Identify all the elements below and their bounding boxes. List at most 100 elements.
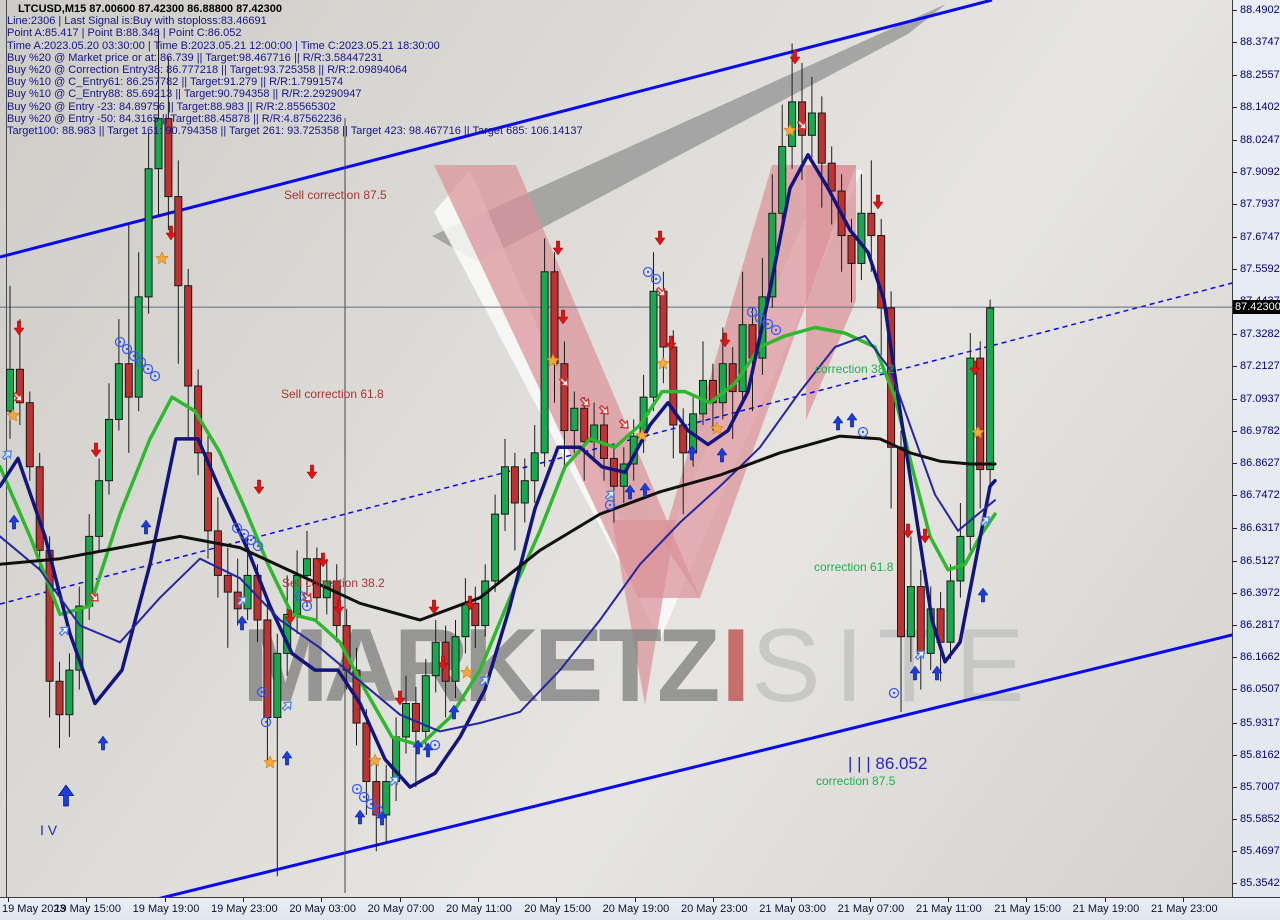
- time-axis-label: 21 May 19:00: [1072, 903, 1140, 915]
- star-marker-icon: [971, 425, 985, 439]
- circle-marker-dot: [774, 328, 778, 332]
- hollow-buy-arrow-icon: [914, 650, 925, 661]
- circle-marker-icon: [121, 343, 133, 355]
- circle-marker-icon: [358, 791, 370, 803]
- price-tick: [1233, 527, 1237, 529]
- hollow-buy-arrow-icon: [236, 596, 247, 607]
- circle-marker-dot: [298, 594, 302, 598]
- time-tick: [477, 898, 479, 902]
- time-axis-label: 21 May 07:00: [837, 903, 905, 915]
- price-axis-label: 85.81620: [1240, 748, 1280, 761]
- circle-marker-icon: [888, 687, 900, 699]
- candle-down: [560, 363, 569, 432]
- price-chart[interactable]: [0, 0, 1232, 897]
- candle-up: [65, 669, 74, 716]
- circle-marker-dot: [758, 316, 762, 320]
- buy-arrow-icon: [236, 615, 248, 631]
- candle-down: [213, 530, 222, 576]
- candle-down: [550, 271, 559, 365]
- hollow-sell-arrow-icon: [618, 418, 629, 429]
- price-axis-label: 86.05070: [1240, 683, 1280, 696]
- price-axis-label: 87.67470: [1240, 231, 1280, 244]
- price-tick: [1233, 625, 1237, 627]
- candle-up: [421, 675, 430, 732]
- price-axis-label: 88.02470: [1240, 133, 1280, 146]
- price-axis-label: 85.70070: [1240, 780, 1280, 793]
- circle-marker-dot: [146, 367, 150, 371]
- candle-up: [501, 466, 509, 515]
- price-axis-label: 88.14020: [1240, 101, 1280, 114]
- buy-arrow-icon: [716, 447, 728, 463]
- buy-arrow-icon: [97, 735, 109, 751]
- price-axis-label: 87.32820: [1240, 327, 1280, 340]
- circle-marker-icon: [351, 783, 363, 795]
- price-axis-label: 86.51270: [1240, 554, 1280, 567]
- hollow-sell-arrow-icon: [579, 396, 590, 407]
- circle-marker-icon: [429, 739, 441, 751]
- circle-marker-icon: [114, 336, 126, 348]
- sell-arrow-icon: [13, 320, 25, 336]
- circle-marker-dot: [153, 374, 157, 378]
- price-axis-label: 85.93170: [1240, 716, 1280, 729]
- circle-marker-dot: [362, 795, 366, 799]
- candle-down: [897, 446, 905, 638]
- candle-up: [649, 290, 658, 398]
- price-axis-label: 85.58520: [1240, 813, 1280, 826]
- candle-up: [738, 324, 747, 393]
- time-axis-label: 20 May 23:00: [680, 903, 748, 915]
- circle-marker-dot: [369, 802, 373, 806]
- sell-arrow-icon: [902, 523, 914, 539]
- price-axis-label: 88.37470: [1240, 36, 1280, 49]
- candle-up: [105, 418, 113, 482]
- circle-marker-dot: [242, 532, 246, 536]
- time-tick: [634, 898, 636, 902]
- candle-up: [75, 605, 84, 671]
- sell-arrow-icon: [394, 690, 406, 706]
- price-tick: [1233, 365, 1237, 367]
- time-axis-label: 20 May 19:00: [602, 903, 670, 915]
- price-tick: [1233, 107, 1237, 109]
- candle-down: [867, 212, 876, 237]
- price-axis-label: 87.21270: [1240, 359, 1280, 372]
- candle-up: [6, 368, 14, 412]
- candle-up: [461, 602, 470, 638]
- buy-arrow-icon: [832, 415, 844, 431]
- price-tick: [1233, 786, 1237, 788]
- time-axis[interactable]: 19 May 2023 19 May 15:00 19 May 19:00 19 Ma…: [0, 897, 1280, 920]
- price-axis-label: 86.74720: [1240, 489, 1280, 502]
- candle-up: [154, 118, 163, 170]
- circle-marker-dot: [125, 347, 129, 351]
- price-tick: [1233, 398, 1237, 400]
- candle-down: [362, 722, 371, 783]
- time-axis-label: 21 May 15:00: [994, 903, 1061, 915]
- price-axis[interactable]: 88.49020 88.37470 88.25570 88.14020 88.02470…: [1232, 0, 1280, 897]
- sell-arrow-icon: [333, 599, 345, 615]
- star-marker-icon: [263, 755, 277, 769]
- time-tick: [242, 898, 244, 902]
- time-axis-label: 21 May 11:00: [915, 903, 982, 915]
- circle-marker-icon: [372, 804, 384, 816]
- price-tick: [1233, 75, 1237, 77]
- price-tick: [1233, 431, 1237, 433]
- star-marker-icon: [460, 665, 474, 679]
- candle-down: [15, 368, 24, 404]
- time-axis-label: 19 May 15:00: [54, 903, 121, 915]
- circle-marker-dot: [118, 340, 122, 344]
- circle-marker-icon: [365, 798, 377, 810]
- price-tick: [1233, 592, 1237, 594]
- price-tick: [1233, 851, 1237, 853]
- candle-up: [718, 363, 727, 404]
- candle-down: [174, 196, 183, 287]
- candle-up: [540, 271, 549, 454]
- time-tick: [399, 898, 401, 902]
- circle-marker-icon: [231, 522, 243, 534]
- candle-down: [25, 402, 34, 468]
- current-price-tag: 87.42300: [1233, 300, 1280, 315]
- time-axis-label: 21 May 23:00: [1150, 903, 1218, 915]
- buy-arrow-icon: [140, 519, 152, 535]
- price-tick: [1233, 171, 1237, 173]
- candle-down: [817, 112, 826, 164]
- circle-marker-dot: [608, 503, 612, 507]
- candle-down: [510, 466, 519, 504]
- candle-up: [134, 296, 143, 398]
